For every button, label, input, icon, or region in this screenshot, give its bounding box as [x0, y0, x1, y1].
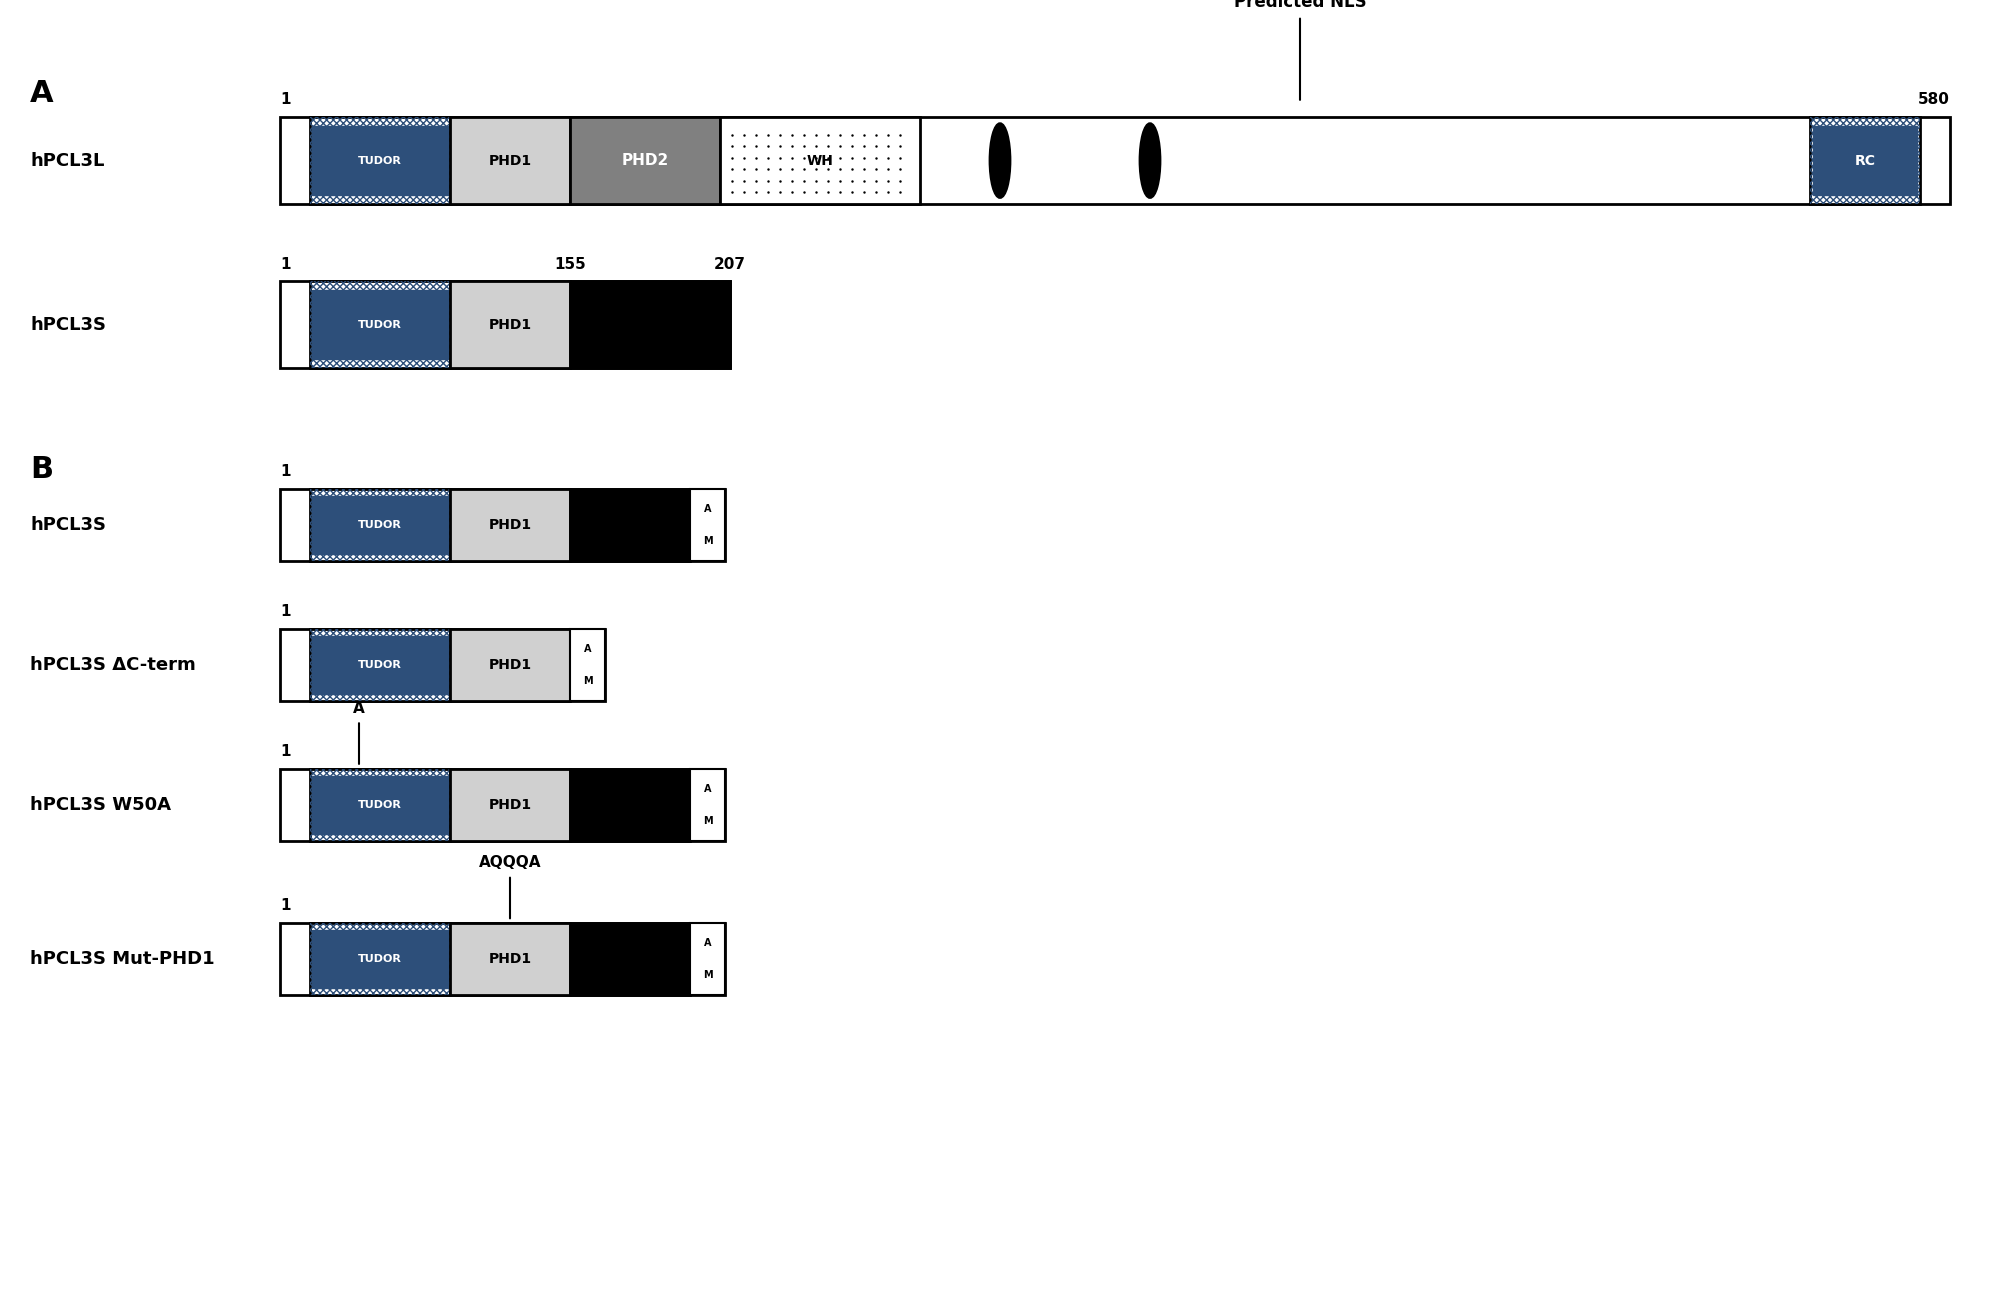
Text: B: B [30, 455, 54, 484]
FancyBboxPatch shape [280, 117, 1950, 204]
Text: hPCL3S ΔC-term: hPCL3S ΔC-term [30, 656, 196, 674]
Text: hPCL3S W50A: hPCL3S W50A [30, 796, 172, 813]
FancyBboxPatch shape [570, 924, 690, 996]
FancyBboxPatch shape [280, 281, 730, 368]
Text: 1: 1 [280, 604, 290, 619]
Text: M: M [702, 970, 712, 980]
FancyBboxPatch shape [690, 769, 724, 841]
Text: M: M [702, 816, 712, 825]
Text: A: A [704, 784, 712, 794]
Text: 1: 1 [280, 899, 290, 913]
Text: TUDOR: TUDOR [358, 800, 402, 809]
Text: 155: 155 [554, 256, 586, 272]
Text: PHD1: PHD1 [488, 154, 532, 168]
Text: AQQQA: AQQQA [478, 855, 542, 870]
Text: hPCL3S: hPCL3S [30, 516, 106, 533]
FancyBboxPatch shape [570, 769, 690, 841]
FancyBboxPatch shape [312, 636, 448, 694]
FancyBboxPatch shape [450, 281, 570, 368]
Ellipse shape [1140, 124, 1160, 197]
Text: PHD1: PHD1 [488, 518, 532, 532]
FancyBboxPatch shape [310, 489, 450, 561]
FancyBboxPatch shape [312, 126, 448, 196]
Text: A: A [584, 644, 592, 654]
Text: 1: 1 [280, 744, 290, 759]
Text: RC: RC [1854, 154, 1876, 168]
Text: TUDOR: TUDOR [358, 155, 402, 166]
FancyBboxPatch shape [310, 281, 450, 368]
Text: PHD2: PHD2 [622, 152, 668, 168]
Text: A: A [30, 79, 54, 108]
Text: TUDOR: TUDOR [358, 520, 402, 530]
FancyBboxPatch shape [310, 628, 450, 702]
FancyBboxPatch shape [720, 117, 920, 204]
Text: A: A [704, 505, 712, 514]
FancyBboxPatch shape [570, 117, 720, 204]
Text: 580: 580 [1918, 92, 1950, 108]
FancyBboxPatch shape [312, 775, 448, 834]
FancyBboxPatch shape [570, 281, 730, 368]
Ellipse shape [990, 124, 1010, 197]
FancyBboxPatch shape [312, 930, 448, 988]
FancyBboxPatch shape [310, 924, 450, 996]
Text: WH: WH [806, 154, 834, 168]
Text: PHD1: PHD1 [488, 798, 532, 812]
FancyBboxPatch shape [1810, 117, 1920, 204]
Text: PHD1: PHD1 [488, 658, 532, 671]
Text: M: M [582, 675, 592, 686]
Text: TUDOR: TUDOR [358, 319, 402, 330]
Text: 1: 1 [280, 92, 290, 108]
Text: A: A [354, 700, 364, 716]
FancyBboxPatch shape [312, 495, 448, 555]
FancyBboxPatch shape [450, 489, 570, 561]
FancyBboxPatch shape [280, 628, 604, 702]
Text: A: A [704, 938, 712, 949]
Text: hPCL3S Mut-PHD1: hPCL3S Mut-PHD1 [30, 950, 214, 968]
Text: M: M [702, 536, 712, 545]
FancyBboxPatch shape [280, 489, 724, 561]
FancyBboxPatch shape [690, 489, 724, 561]
FancyBboxPatch shape [450, 769, 570, 841]
Text: hPCL3S: hPCL3S [30, 315, 106, 334]
FancyBboxPatch shape [570, 489, 690, 561]
FancyBboxPatch shape [690, 924, 724, 996]
FancyBboxPatch shape [280, 769, 724, 841]
FancyBboxPatch shape [280, 924, 724, 996]
Text: hPCL3L: hPCL3L [30, 151, 104, 170]
FancyBboxPatch shape [310, 117, 450, 204]
FancyBboxPatch shape [312, 290, 448, 360]
FancyBboxPatch shape [310, 769, 450, 841]
Text: 207: 207 [714, 256, 746, 272]
FancyBboxPatch shape [450, 117, 570, 204]
Text: PHD1: PHD1 [488, 953, 532, 966]
Text: 1: 1 [280, 256, 290, 272]
Text: 1: 1 [280, 464, 290, 480]
FancyBboxPatch shape [1814, 126, 1918, 196]
Text: Predicted NLS: Predicted NLS [1234, 0, 1366, 11]
FancyBboxPatch shape [570, 628, 604, 702]
Text: TUDOR: TUDOR [358, 660, 402, 670]
Text: PHD1: PHD1 [488, 318, 532, 331]
FancyBboxPatch shape [450, 628, 570, 702]
Text: TUDOR: TUDOR [358, 954, 402, 964]
FancyBboxPatch shape [450, 924, 570, 996]
